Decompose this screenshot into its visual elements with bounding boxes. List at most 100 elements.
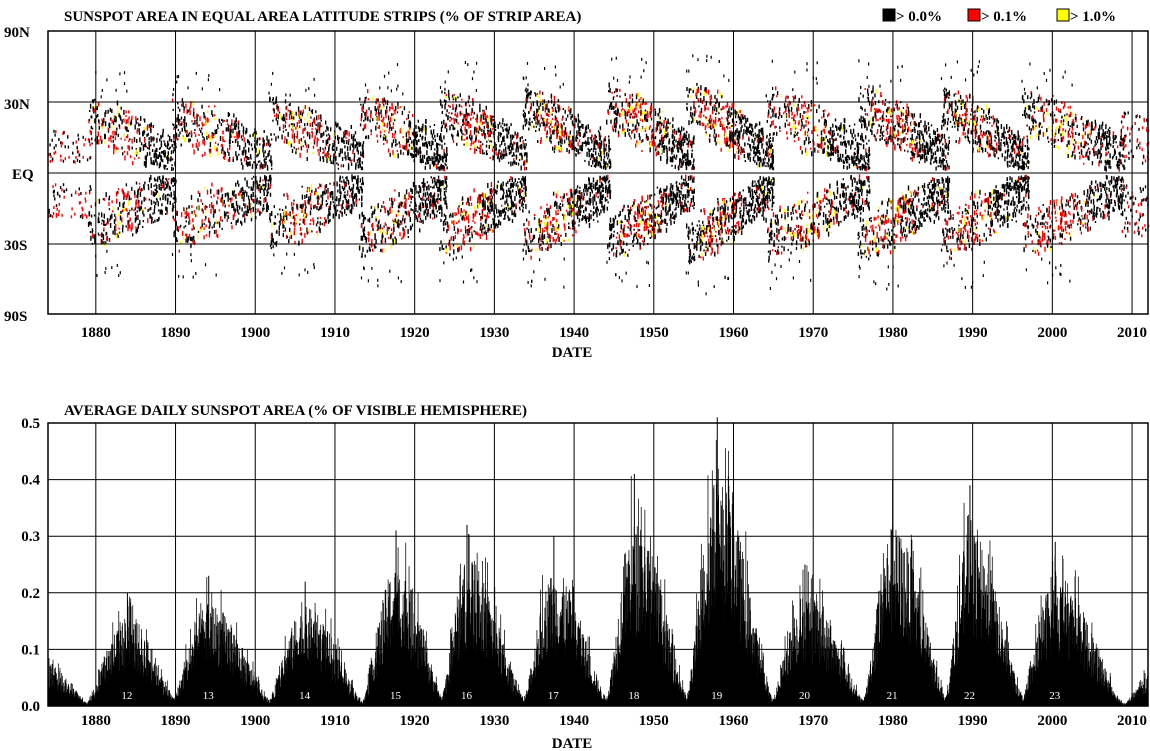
butterfly-spot (481, 128, 483, 132)
butterfly-spot (208, 230, 211, 234)
butterfly-spot (140, 116, 142, 122)
butterfly-spot (577, 198, 579, 203)
butterfly-spot (167, 144, 169, 147)
butterfly-spot (546, 235, 549, 238)
butterfly-spot (147, 208, 149, 212)
butterfly-spot (599, 126, 602, 131)
butterfly-spot (442, 165, 444, 171)
butterfly-spot (305, 213, 308, 217)
butterfly-spot (163, 164, 165, 169)
butterfly-spot (559, 125, 561, 130)
butterfly-spot (569, 197, 571, 201)
butterfly-spot (481, 229, 483, 234)
butterfly-spot (530, 102, 532, 107)
butterfly-spot (624, 93, 626, 97)
butterfly-spot (564, 216, 566, 222)
butterfly-spot (481, 233, 484, 236)
butterfly-spot (361, 113, 363, 118)
butterfly-spot (367, 98, 370, 101)
butterfly-spot (351, 159, 353, 162)
butterfly-spot (637, 92, 639, 98)
butterfly-spot (502, 187, 504, 191)
butterfly-spot (596, 140, 598, 145)
butterfly-spot (166, 183, 168, 189)
butterfly-spot (230, 222, 233, 225)
butterfly-spot (666, 147, 668, 152)
butterfly-spot (460, 213, 462, 217)
butterfly-spot (422, 219, 424, 222)
butterfly-spot (251, 198, 254, 202)
butterfly-spot (583, 188, 585, 193)
butterfly-spot (480, 222, 482, 227)
butterfly-spot (233, 206, 235, 212)
butterfly-spot (568, 204, 570, 209)
butterfly-spot (133, 137, 136, 143)
butterfly-spot (129, 121, 132, 125)
butterfly-spot (622, 108, 624, 110)
butterfly-spot (269, 218, 272, 223)
butterfly-spot (153, 162, 155, 166)
butterfly-spot (119, 215, 122, 221)
butterfly-spot (319, 228, 321, 234)
butterfly-spot (480, 228, 482, 231)
butterfly-spot (423, 198, 425, 201)
butterfly-spot (668, 146, 671, 151)
butterfly-spot (470, 111, 473, 116)
butterfly-spot (293, 217, 296, 222)
butterfly-spot (267, 152, 269, 157)
butterfly-spot (449, 245, 451, 251)
butterfly-spot (419, 158, 422, 163)
butterfly-spot (469, 147, 472, 150)
butterfly-spot (342, 131, 345, 137)
butterfly-spot (292, 111, 294, 117)
butterfly-spot (275, 136, 277, 142)
butterfly-spot (606, 177, 609, 181)
butterfly-spot (524, 118, 526, 123)
butterfly-spot (317, 122, 319, 127)
butterfly-spot (572, 234, 574, 237)
butterfly-spot (240, 187, 242, 193)
butterfly-spot (388, 71, 390, 75)
butterfly-spot (360, 167, 363, 170)
butterfly-spot (642, 211, 645, 216)
butterfly-spot (137, 122, 139, 124)
butterfly-spot (346, 146, 349, 152)
butterfly-spot (549, 120, 551, 124)
butterfly-spot (383, 97, 385, 102)
butterfly-spot (602, 176, 604, 181)
butterfly-spot (165, 154, 167, 159)
butterfly-spot (380, 119, 383, 122)
butterfly-spot (262, 137, 264, 143)
butterfly-spot (665, 133, 667, 139)
butterfly-spot (518, 159, 521, 162)
butterfly-spot (519, 194, 521, 198)
butterfly-spot (554, 145, 556, 148)
butterfly-spot (561, 124, 563, 130)
butterfly-spot (242, 164, 244, 170)
butterfly-spot (318, 151, 320, 156)
butterfly-spot (353, 134, 355, 138)
butterfly-spot (438, 188, 440, 192)
butterfly-spot (501, 209, 504, 213)
butterfly-spot (178, 120, 181, 126)
butterfly-spot (265, 208, 268, 213)
butterfly-spot (215, 129, 218, 134)
butterfly-spot (681, 162, 683, 168)
butterfly-spot (353, 158, 355, 162)
butterfly-spot (105, 267, 107, 271)
butterfly-spot (465, 122, 467, 127)
butterfly-spot (461, 129, 463, 134)
butterfly-spot (514, 203, 516, 207)
butterfly-spot (370, 129, 372, 133)
butterfly-spot (324, 219, 327, 224)
butterfly-spot (638, 122, 640, 127)
butterfly-spot (552, 108, 554, 112)
butterfly-spot (652, 133, 654, 139)
butterfly-spot (310, 219, 312, 222)
butterfly-spot (621, 249, 623, 254)
butterfly-spot (433, 152, 435, 157)
butterfly-spot (279, 126, 281, 131)
butterfly-spot (650, 105, 652, 108)
butterfly-spot (556, 227, 558, 232)
butterfly-spot (607, 201, 609, 204)
